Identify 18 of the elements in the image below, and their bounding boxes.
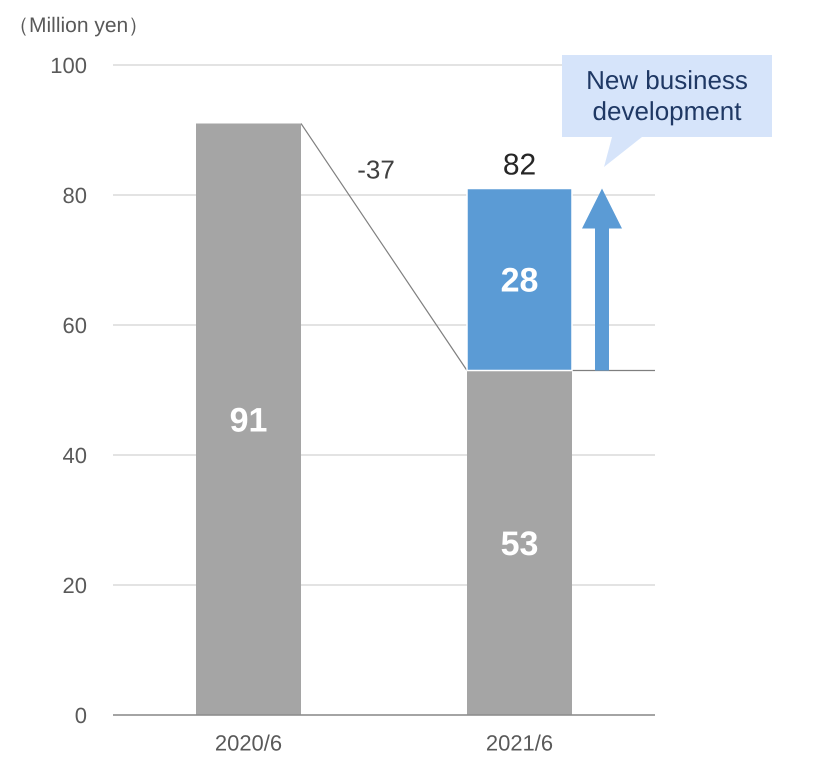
y-tick-label: 20 <box>62 572 87 598</box>
y-axis-title: （Million yen） <box>8 14 150 37</box>
y-tick-label: 60 <box>62 312 87 338</box>
y-tick-label: 0 <box>74 702 87 728</box>
total-label: 82 <box>502 148 536 182</box>
bar <box>196 124 301 715</box>
y-tick-label: 80 <box>62 182 87 208</box>
bar <box>467 370 572 715</box>
annotation: -37 <box>357 154 395 184</box>
annotation: New business development <box>586 65 748 126</box>
data-label: 28 <box>500 262 538 300</box>
bar <box>466 188 573 372</box>
x-tick-label: 2021/6 <box>486 730 554 756</box>
y-tick-label: 100 <box>50 52 87 78</box>
data-label: 91 <box>230 401 268 440</box>
y-tick-label: 40 <box>62 442 87 468</box>
x-tick-label: 2020/6 <box>214 730 282 756</box>
data-label: 53 <box>500 524 538 563</box>
